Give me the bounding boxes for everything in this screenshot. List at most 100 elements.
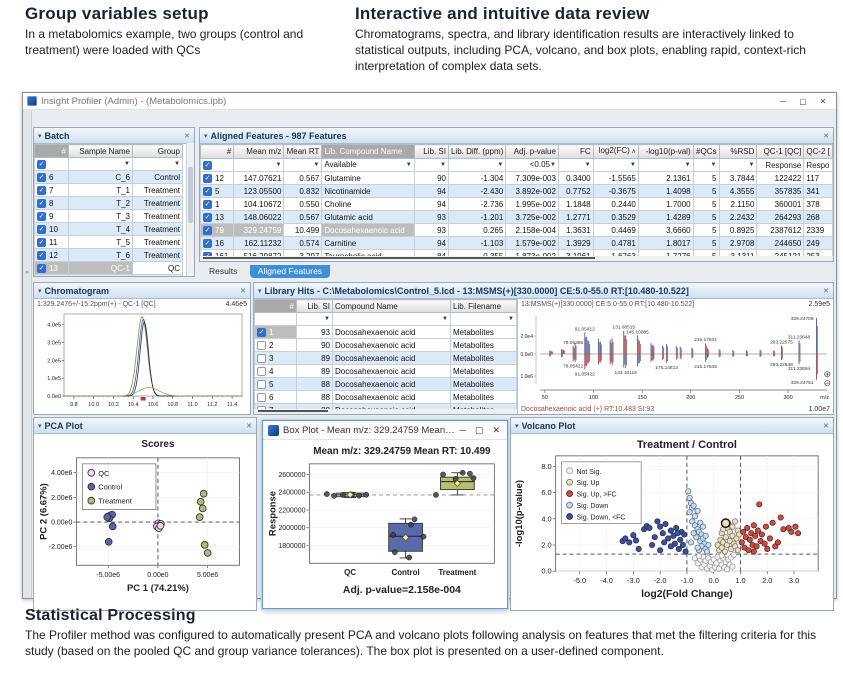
library-row[interactable]: 3 89 Docosahexaenoic acid Metabolites — [254, 351, 517, 365]
row-checkbox[interactable] — [257, 353, 266, 363]
library-scrollbar[interactable] — [254, 409, 517, 414]
filter-cell[interactable]: ✓ — [200, 158, 235, 172]
cell[interactable]: 104.10672 — [233, 197, 285, 211]
legend-swatch[interactable] — [87, 496, 96, 505]
legend-swatch[interactable] — [566, 467, 573, 475]
cell[interactable]: Metabolites — [450, 377, 517, 391]
library-row[interactable]: ✓ 1 93 Docosahexaenoic acid Metabolites — [254, 325, 517, 339]
cell[interactable]: Docosahexaenoic acid — [332, 377, 451, 391]
batch-row[interactable]: ✓ 10 T_4 Treatment — [34, 222, 183, 236]
cell[interactable]: 1.3929 — [557, 236, 594, 250]
column-header[interactable]: Lib. Compound Name — [321, 144, 415, 159]
data-point[interactable] — [694, 507, 701, 514]
row-number-cell[interactable]: ✓ 6 — [34, 170, 69, 184]
batch-row[interactable]: ✓ 11 T_5 Treatment — [34, 235, 183, 249]
collapse-icon[interactable]: ▾ — [38, 132, 42, 140]
data-point[interactable] — [657, 523, 664, 530]
row-number-cell[interactable]: ✓ 10 — [34, 222, 69, 236]
cell[interactable]: 2387612 — [756, 223, 805, 237]
cell[interactable]: -2.430 — [447, 184, 507, 198]
cell[interactable]: 90 — [296, 338, 333, 352]
row-number-cell[interactable]: ✓ 12 — [34, 248, 69, 262]
row-number-cell[interactable]: 4 — [254, 364, 297, 378]
row-number-cell[interactable]: ✓ 8 — [34, 196, 69, 210]
scrollbar-thumb[interactable] — [188, 166, 193, 223]
filter-icon[interactable]: ▼ — [710, 162, 717, 168]
batch-row[interactable]: ✓ 12 T_6 Treatment — [34, 248, 183, 262]
cell[interactable]: 264293 — [756, 210, 805, 224]
data-point[interactable] — [792, 523, 799, 530]
filter-icon[interactable]: ▼ — [748, 162, 755, 168]
row-number-cell[interactable]: ✓ 13 — [34, 261, 69, 275]
aligned-panel-header[interactable]: ▾ Aligned Features - 987 Features ✕ — [200, 128, 833, 144]
close-button[interactable]: ✕ — [492, 424, 500, 435]
data-point[interactable] — [195, 513, 204, 521]
cell[interactable]: 123.05500 — [233, 184, 285, 198]
cell[interactable]: 94 — [413, 184, 449, 198]
cell[interactable]: Treatment — [132, 235, 183, 249]
filter-cell[interactable]: ▼ — [132, 157, 183, 171]
data-point[interactable] — [777, 514, 784, 521]
data-point[interactable] — [200, 541, 209, 549]
row-number-cell[interactable]: 6 — [254, 390, 297, 404]
cell[interactable]: 2339 — [803, 223, 833, 237]
column-header[interactable]: log2(FC) ∧ — [592, 144, 639, 159]
library-row[interactable]: 2 90 Docosahexaenoic acid Metabolites — [254, 338, 517, 352]
column-header[interactable]: Group — [132, 144, 183, 158]
batch-row[interactable]: ✓ 13 QC-1 QC — [34, 261, 183, 275]
data-point[interactable] — [780, 526, 787, 533]
aligned-row[interactable]: ✓ 79 329.24759 10.499 Docosahexaenoic acid 93… — [200, 223, 833, 237]
cell[interactable]: 249 — [803, 236, 833, 250]
cell[interactable]: 148.06022 — [233, 210, 285, 224]
data-point[interactable] — [752, 532, 759, 539]
cell[interactable]: 1.995e-002 — [505, 197, 559, 211]
close-icon[interactable]: ✕ — [823, 132, 829, 140]
cell[interactable]: 0.574 — [283, 236, 323, 250]
cell[interactable]: 2.1361 — [637, 171, 694, 185]
data-point[interactable] — [766, 535, 773, 542]
data-point[interactable] — [331, 492, 337, 499]
row-number-cell[interactable]: ✓ 11 — [34, 235, 69, 249]
legend-swatch[interactable] — [566, 513, 573, 520]
data-point[interactable] — [646, 524, 653, 531]
data-point[interactable] — [630, 532, 637, 539]
row-number-cell[interactable]: 5 — [254, 377, 297, 391]
data-point[interactable] — [196, 497, 205, 506]
cell[interactable]: Docosahexaenoic acid — [332, 351, 451, 365]
cell[interactable]: Docosahexaenoic acid — [332, 364, 451, 378]
cell[interactable]: 2.9708 — [718, 236, 758, 250]
cell[interactable]: 357835 — [756, 184, 805, 198]
column-header[interactable]: FC — [557, 144, 594, 159]
data-point[interactable] — [649, 541, 656, 549]
cell[interactable]: Nicotinamide — [321, 184, 415, 198]
cell[interactable]: 93 — [296, 325, 333, 339]
column-header[interactable]: Lib. Diff. (ppm) — [447, 144, 507, 159]
cell[interactable]: T_2 — [68, 196, 133, 210]
cell[interactable]: 0.3400 — [557, 171, 594, 185]
cell[interactable]: QC — [132, 274, 183, 276]
cell[interactable]: 89 — [296, 364, 333, 378]
close-icon[interactable]: ✕ — [246, 422, 252, 430]
row-number-cell[interactable]: ✓ 1 — [254, 325, 297, 339]
filter-cell[interactable]: ▼ — [718, 158, 758, 172]
cell[interactable]: 268 — [803, 210, 833, 224]
select-all-checkbox[interactable]: ✓ — [37, 159, 46, 169]
cell[interactable]: Metabolites — [450, 351, 517, 365]
cell[interactable]: QC-1 — [68, 261, 133, 275]
data-point[interactable] — [724, 566, 731, 573]
box-plot-chart[interactable]: Mean m/z: 329.24759 Mean RT: 10.499 18000… — [263, 440, 505, 608]
column-header[interactable]: QC-2 [ — [803, 144, 833, 159]
data-point[interactable] — [754, 527, 761, 534]
column-header[interactable]: Adj. p-value — [505, 144, 559, 159]
mean-marker[interactable] — [453, 479, 462, 488]
cell[interactable]: 4.3555 — [718, 184, 758, 198]
cell[interactable]: 5 — [692, 197, 720, 211]
cell[interactable]: 0.265 — [447, 223, 507, 237]
pca-panel-header[interactable]: ▾ PCA Plot ✕ — [34, 418, 256, 434]
cell[interactable]: 3.6660 — [637, 223, 694, 237]
cell[interactable]: 0.4469 — [592, 223, 639, 237]
data-point[interactable] — [758, 531, 765, 538]
batch-row[interactable]: ✓ 6 C_6 Control — [34, 170, 183, 184]
cell[interactable]: Carnitine — [321, 236, 415, 250]
cell[interactable]: Docosahexaenoic acid — [332, 325, 451, 339]
